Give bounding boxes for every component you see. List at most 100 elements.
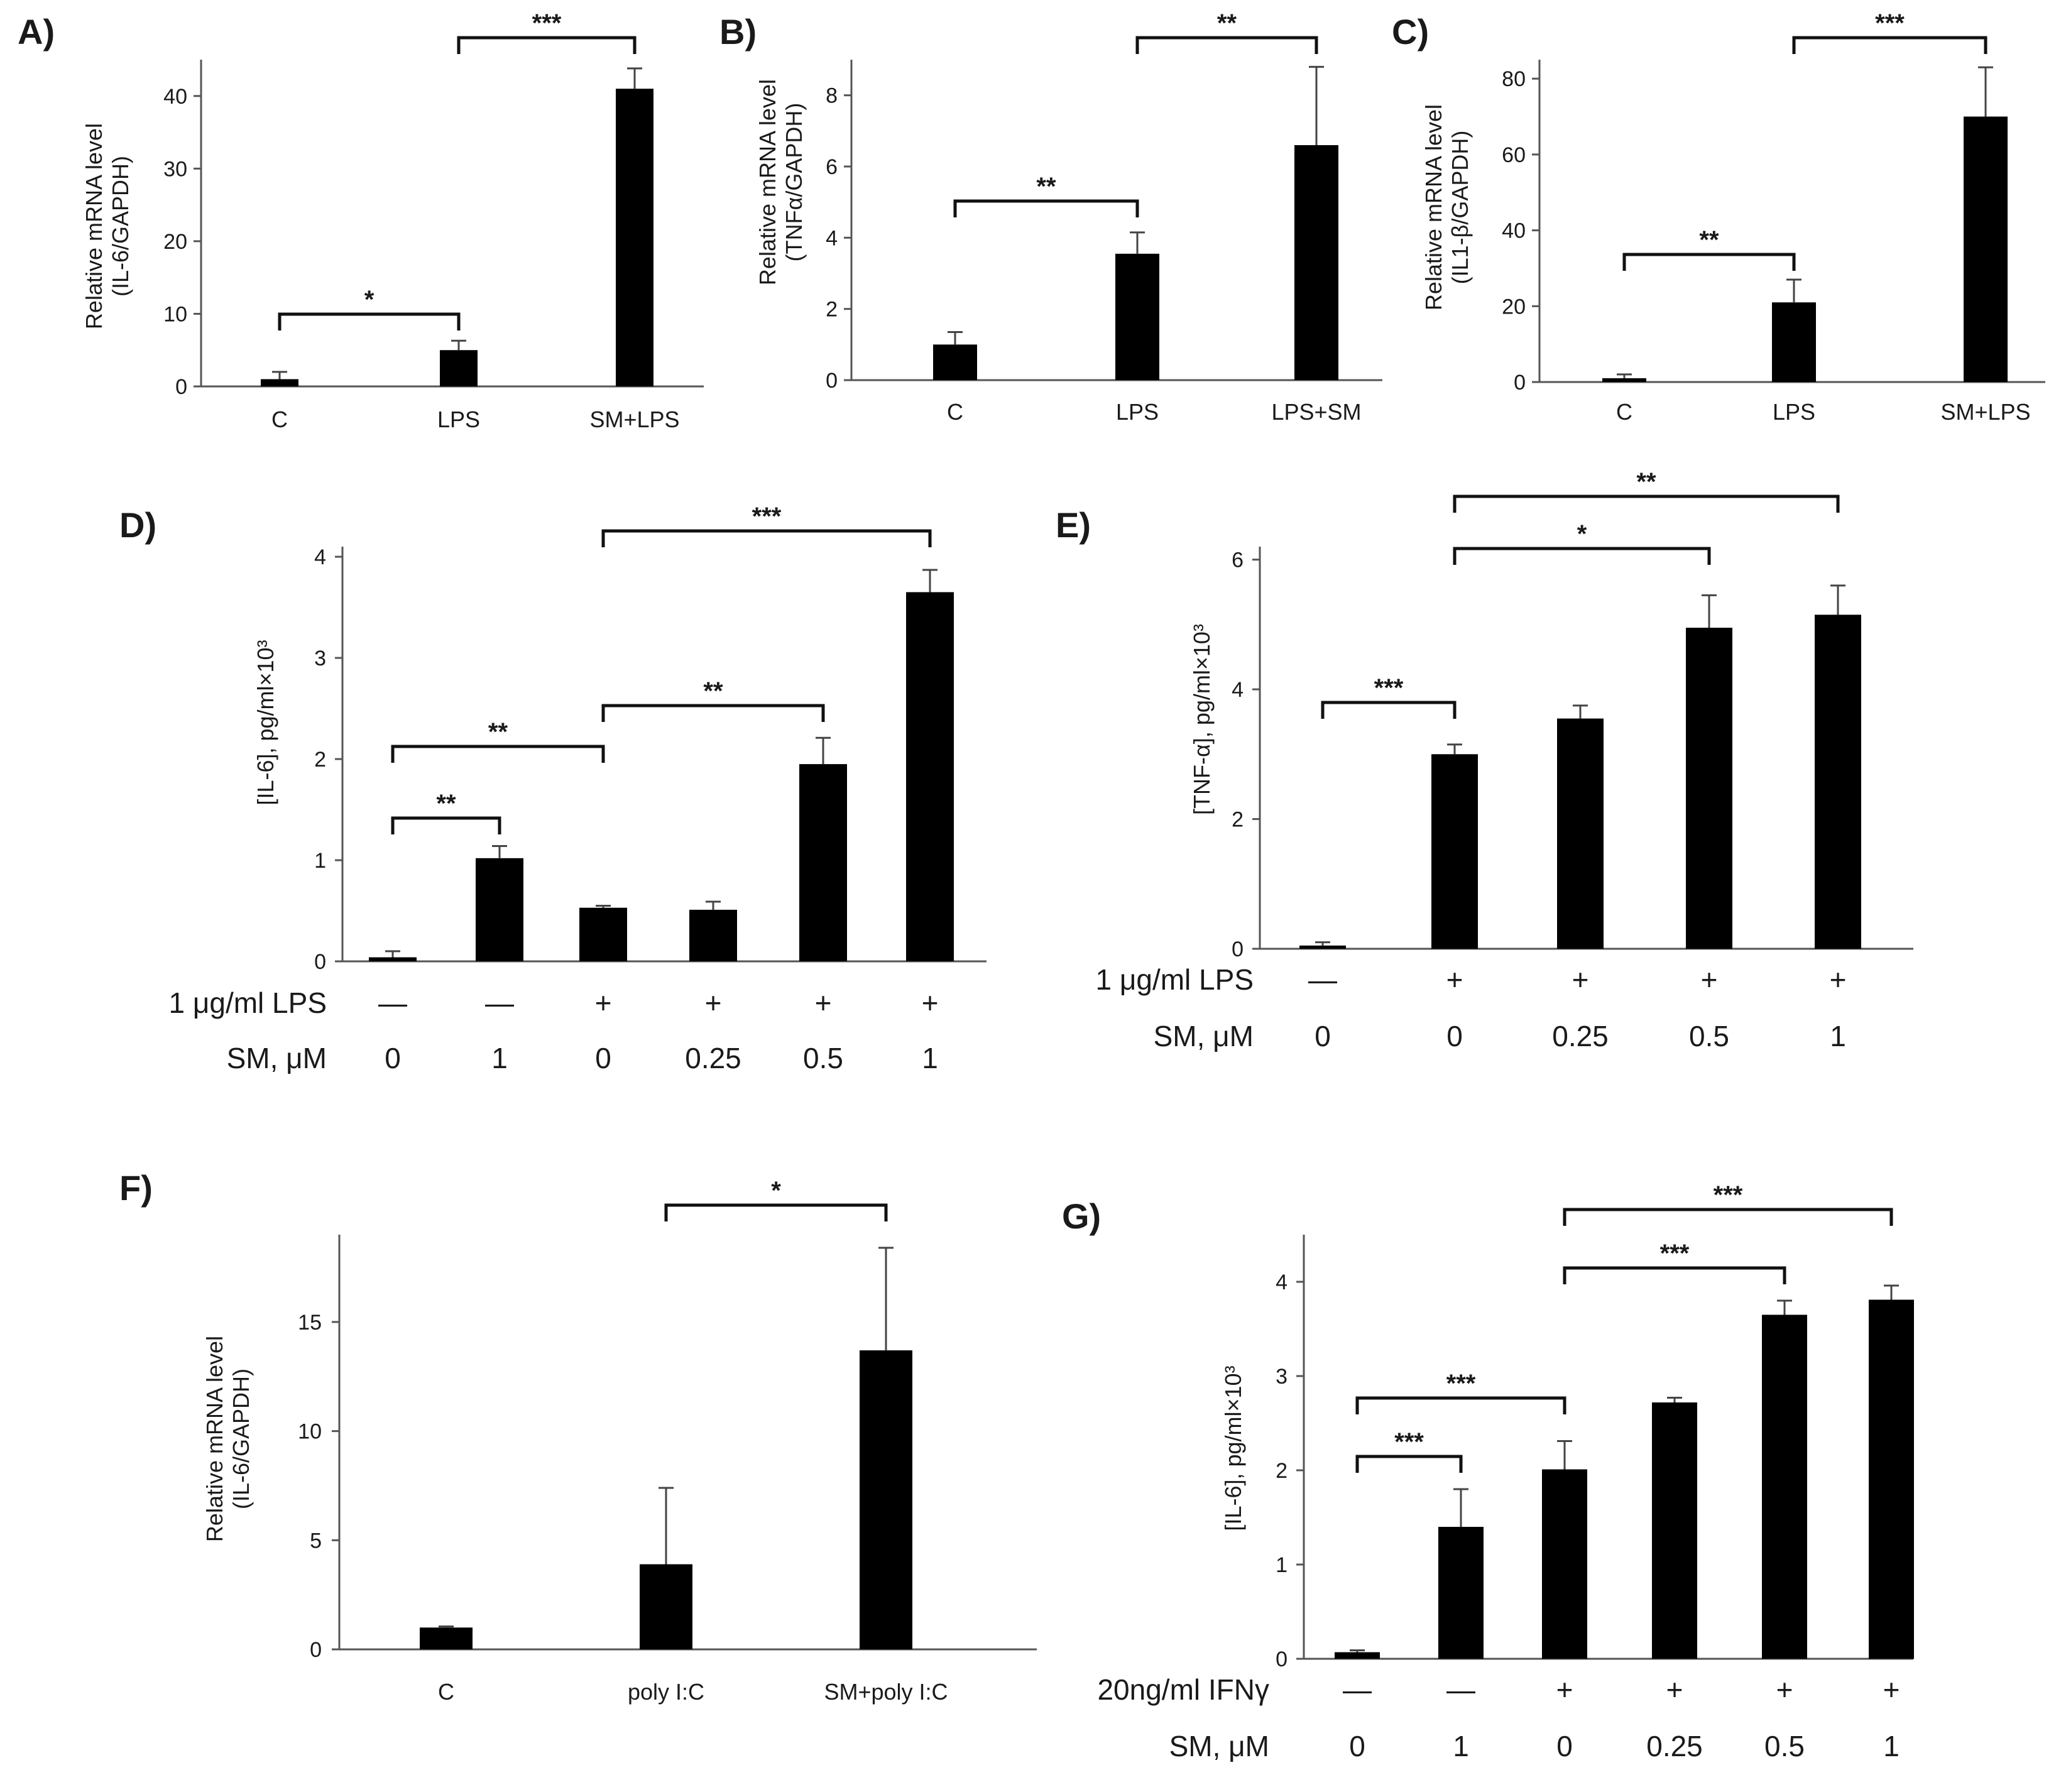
y-axis-label: Relative mRNA level(IL-6/GAPDH)	[81, 123, 133, 329]
y-tick-label: 30	[163, 157, 187, 181]
condition-value: 0.5	[1689, 1020, 1729, 1052]
significance-bracket	[1321, 701, 1457, 719]
panel-letter: C)	[1392, 12, 1429, 52]
condition-value: 0.5	[803, 1042, 843, 1074]
y-axis-label-line: Relative mRNA level	[1421, 104, 1446, 310]
significance-label: *	[364, 286, 374, 314]
condition-value: 1	[491, 1042, 508, 1074]
category-label: LPS	[437, 407, 480, 432]
bar	[1431, 754, 1478, 949]
y-axis-label-line: Relative mRNA level	[202, 1336, 227, 1542]
bar	[1602, 378, 1646, 382]
y-tick-label: 8	[826, 84, 838, 108]
category-label: LPS	[1773, 399, 1815, 425]
condition-label: SM, μM	[1169, 1730, 1269, 1762]
condition-value: +	[1572, 963, 1589, 996]
category-label: C	[438, 1679, 454, 1705]
significance-bracket	[1453, 494, 1840, 513]
category-label: C	[271, 407, 288, 432]
y-tick-label: 4	[826, 226, 838, 250]
significance-bracket	[664, 1203, 888, 1221]
bar	[1869, 1299, 1914, 1659]
bar	[1335, 1652, 1380, 1659]
condition-value: 1	[922, 1042, 938, 1074]
bar	[906, 592, 954, 961]
significance-label: ***	[1875, 9, 1905, 37]
bar	[369, 957, 417, 961]
y-axis-label-line: [IL-6], pg/ml×10³	[253, 640, 278, 805]
y-tick-label: 40	[163, 85, 187, 109]
panel-c: C) 0 20 40 60 80 Relative mRNA level(IL1-β/GAP…	[1392, 9, 2045, 425]
y-axis-label: [IL-6], pg/ml×10³	[1220, 1365, 1246, 1531]
bar	[261, 379, 298, 386]
category-label: SM+LPS	[589, 407, 679, 432]
bar	[1438, 1527, 1484, 1659]
condition-value: 1	[1883, 1730, 1900, 1762]
significance-label: ***	[752, 503, 782, 530]
panel-letter: G)	[1062, 1196, 1101, 1236]
y-tick-label: 3	[314, 647, 326, 670]
significance-label: **	[1699, 226, 1719, 254]
significance-label: **	[1636, 468, 1656, 496]
y-tick-label: 1	[1276, 1553, 1287, 1577]
y-tick-label: 15	[298, 1311, 322, 1335]
significance-label: ***	[1394, 1428, 1424, 1456]
panel-b: B) 0 2 4 6 8 Relative mRNA level(TNFα/GAPDH) C L…	[719, 9, 1382, 425]
bar	[1762, 1314, 1807, 1659]
y-axis-label-line: [IL-6], pg/ml×10³	[1220, 1365, 1246, 1531]
y-tick-label: 20	[1502, 295, 1526, 319]
panel-a: A) 0 10 20 30 40 Relative mRNA level(IL-6/GAPD…	[18, 9, 704, 432]
condition-value: —	[1343, 1673, 1372, 1706]
condition-value: 0.5	[1764, 1730, 1805, 1762]
condition-label: 1 μg/ml LPS	[169, 986, 327, 1019]
bar	[616, 89, 653, 386]
bar	[1652, 1402, 1697, 1659]
significance-label: ***	[532, 9, 562, 37]
category-label: C	[947, 399, 963, 425]
y-axis-label: Relative mRNA level(IL1-β/GAPDH)	[1421, 104, 1473, 310]
y-axis-label-line: (IL1-β/GAPDH)	[1447, 131, 1473, 285]
panel-f: F) 0 5 10 15 Relative mRNA level(IL-6/GAPDH) C…	[119, 1168, 1037, 1705]
condition-value: 0.25	[1552, 1020, 1609, 1052]
y-tick-label: 80	[1502, 67, 1526, 91]
significance-label: **	[1036, 173, 1056, 200]
y-axis-label: Relative mRNA level(IL-6/GAPDH)	[202, 1336, 254, 1542]
bar	[476, 858, 523, 961]
panel-g: G) 0 1 2 3 4 [IL-6], pg/ml×10³ 20ng/ml IFNγ — — + +…	[1062, 1181, 1914, 1762]
condition-value: +	[1556, 1673, 1573, 1706]
significance-label: ***	[1446, 1370, 1476, 1397]
condition-value: 0	[1556, 1730, 1573, 1762]
condition-value: +	[1776, 1673, 1793, 1706]
y-tick-label: 20	[163, 230, 187, 254]
significance-bracket	[391, 816, 501, 834]
y-tick-label: 10	[163, 302, 187, 326]
bar	[579, 907, 627, 961]
condition-value: 0	[595, 1042, 611, 1074]
y-tick-label: 0	[310, 1638, 322, 1662]
condition-value: 0	[1349, 1730, 1365, 1762]
panel-letter: B)	[719, 12, 757, 52]
significance-bracket	[457, 36, 637, 54]
condition-label: SM, μM	[1154, 1020, 1254, 1052]
significance-bracket	[1622, 253, 1796, 271]
significance-bracket	[1453, 547, 1711, 565]
condition-value: 0	[1446, 1020, 1463, 1052]
y-tick-label: 4	[1232, 678, 1244, 702]
y-tick-label: 0	[1276, 1647, 1287, 1671]
condition-label: 1 μg/ml LPS	[1096, 963, 1254, 996]
condition-value: —	[378, 986, 407, 1019]
significance-label: *	[1577, 520, 1587, 548]
significance-bracket	[1563, 1208, 1893, 1226]
condition-value: 0.25	[685, 1042, 741, 1074]
y-axis-label-line: Relative mRNA level	[81, 123, 107, 329]
significance-bracket	[1355, 1455, 1463, 1473]
significance-bracket	[601, 529, 932, 547]
panel-letter: A)	[18, 12, 55, 52]
panel-letter: F)	[119, 1168, 153, 1208]
y-tick-label: 0	[1514, 371, 1526, 395]
condition-label: SM, μM	[227, 1042, 327, 1074]
condition-value: 1	[1830, 1020, 1846, 1052]
y-tick-label: 4	[314, 545, 326, 569]
category-label: LPS	[1116, 399, 1159, 425]
significance-bracket	[278, 312, 461, 331]
